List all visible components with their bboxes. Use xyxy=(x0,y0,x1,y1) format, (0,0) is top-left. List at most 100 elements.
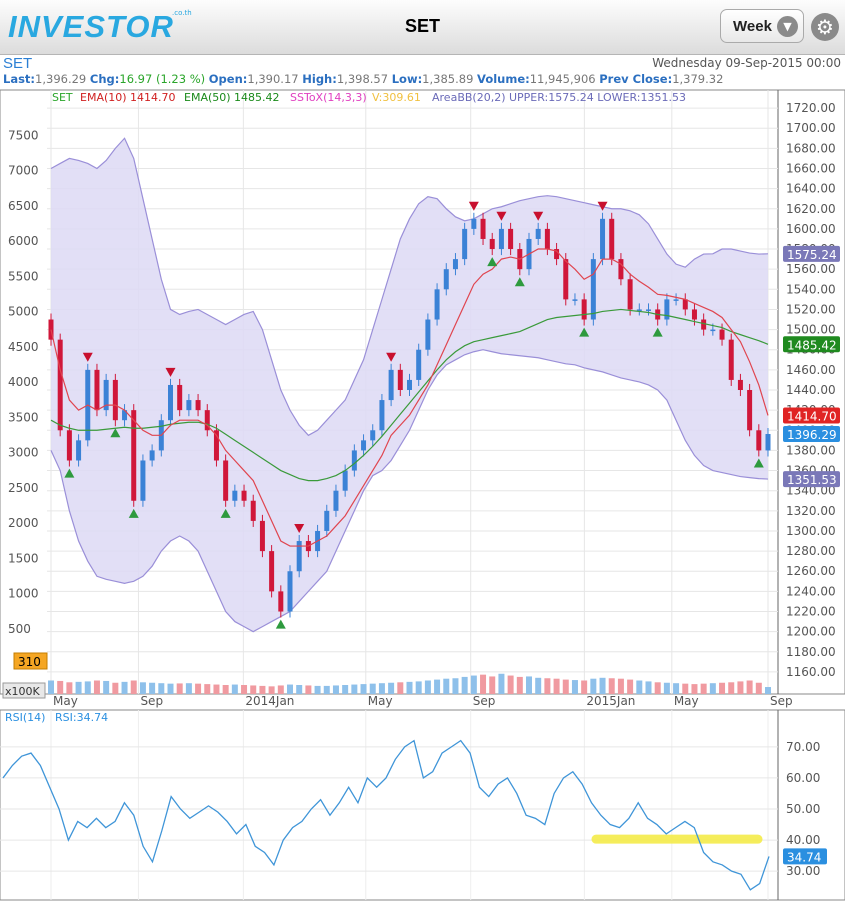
volume-bar xyxy=(461,676,468,694)
volume-bar xyxy=(673,683,680,694)
volume-bar xyxy=(259,685,266,694)
prev-close-value: 1,379.32 xyxy=(672,72,724,86)
gear-icon[interactable]: ⚙ xyxy=(811,13,839,41)
candle-body xyxy=(213,430,219,461)
volume-tick-label: 2500 xyxy=(8,481,39,495)
candle-body xyxy=(397,369,403,390)
price-tick-label: 1200.00 xyxy=(786,625,836,639)
volume-tick-label: 3500 xyxy=(8,410,39,424)
price-tick-label: 1280.00 xyxy=(786,544,836,558)
candle-body xyxy=(232,490,238,501)
volume-tick-label: 4500 xyxy=(8,340,39,354)
volume-bar xyxy=(406,681,413,694)
candle-body xyxy=(747,390,753,431)
x-tick-label: Sep xyxy=(473,694,496,708)
candle-body xyxy=(103,379,109,411)
candle-body xyxy=(563,259,569,300)
candle-body xyxy=(471,218,477,229)
price-tick-label: 1620.00 xyxy=(786,202,836,216)
candle-body xyxy=(425,319,431,350)
candle-body xyxy=(673,299,679,301)
volume-bar xyxy=(617,678,624,694)
period-label: Week xyxy=(733,18,772,35)
volume-last-tag xyxy=(13,652,48,670)
volume-bar xyxy=(424,680,431,694)
volume-bar xyxy=(176,683,183,694)
candle-body xyxy=(609,218,615,260)
buy-signal-marker xyxy=(579,327,590,337)
sell-signal-marker xyxy=(294,523,305,533)
volume-bar xyxy=(415,681,422,694)
volume-bar xyxy=(581,680,588,694)
volume-tick-label: 3000 xyxy=(8,446,39,460)
sell-signal-marker xyxy=(82,352,93,362)
volume-bar xyxy=(746,680,753,694)
price-tick-label: 1660.00 xyxy=(786,161,836,175)
legend-entry: AreaBB(20,2) UPPER:1575.24 LOWER:1351.53 xyxy=(432,91,686,104)
candle-body xyxy=(370,430,376,441)
last-value-tag xyxy=(783,407,840,424)
candle-body xyxy=(600,218,606,260)
candle-body xyxy=(122,410,128,421)
rsi-title: RSI(14) xyxy=(5,711,45,724)
candle-body xyxy=(269,551,275,592)
candle-body xyxy=(76,440,82,461)
prev-close-label: Prev Close: xyxy=(599,72,673,86)
period-dropdown-button[interactable]: Week ▼ xyxy=(720,9,804,43)
high-label: High: xyxy=(302,72,337,86)
last-value-tag xyxy=(783,426,840,443)
volume-bar xyxy=(728,682,735,694)
investor-logo[interactable]: INVESTOR xyxy=(8,9,174,44)
candle-body xyxy=(223,460,229,501)
candle-body xyxy=(361,440,367,451)
volume-bar xyxy=(452,678,459,694)
candle-body xyxy=(434,289,440,320)
price-tick-label: 1680.00 xyxy=(786,141,836,155)
candle-body xyxy=(691,309,697,320)
volume-bar xyxy=(351,684,358,694)
buy-signal-marker xyxy=(220,508,231,518)
candle-body xyxy=(259,520,265,552)
x-tick-label: May xyxy=(674,694,699,708)
candle-body xyxy=(508,228,514,250)
volume-bar xyxy=(103,680,110,694)
buy-signal-marker xyxy=(753,458,764,468)
volume-bar xyxy=(489,676,496,694)
volume-bar xyxy=(719,682,726,694)
volume-bar xyxy=(342,685,349,694)
volume-bar xyxy=(222,685,229,694)
volume-bar xyxy=(75,681,82,694)
volume-bar xyxy=(498,673,505,694)
price-tick-label: 1560.00 xyxy=(786,262,836,276)
candle-body xyxy=(462,228,468,260)
bollinger-lower-line xyxy=(50,349,769,633)
volume-bar xyxy=(765,687,771,694)
sell-signal-marker xyxy=(386,352,397,362)
x-tick-label: Sep xyxy=(140,694,163,708)
low-value: 1,385.89 xyxy=(422,72,474,86)
volume-tick-label: 1000 xyxy=(8,587,39,601)
bollinger-upper-line xyxy=(50,137,769,437)
high-value: 1,398.57 xyxy=(336,72,389,86)
price-tick-label: 1380.00 xyxy=(786,443,836,457)
candle-body xyxy=(379,400,385,431)
candle-body xyxy=(278,591,284,612)
candle-body xyxy=(682,299,688,310)
volume-bar xyxy=(562,679,569,694)
legend-entry: V:309.61 xyxy=(372,91,421,104)
volume-bar xyxy=(378,683,385,694)
sell-signal-marker xyxy=(165,367,176,377)
page-title: SET xyxy=(404,16,440,36)
candle-body xyxy=(765,434,771,451)
last-value-tag xyxy=(783,245,840,262)
chg-label: Chg: xyxy=(89,72,120,86)
buy-signal-marker xyxy=(275,619,286,629)
volume-bar xyxy=(213,684,220,694)
volume-bar xyxy=(636,680,643,694)
price-tick-label: 1600.00 xyxy=(786,222,836,236)
last-label: Last: xyxy=(3,72,36,86)
candle-body xyxy=(627,279,633,310)
volume-bar xyxy=(397,682,404,694)
candle-body xyxy=(701,319,707,330)
